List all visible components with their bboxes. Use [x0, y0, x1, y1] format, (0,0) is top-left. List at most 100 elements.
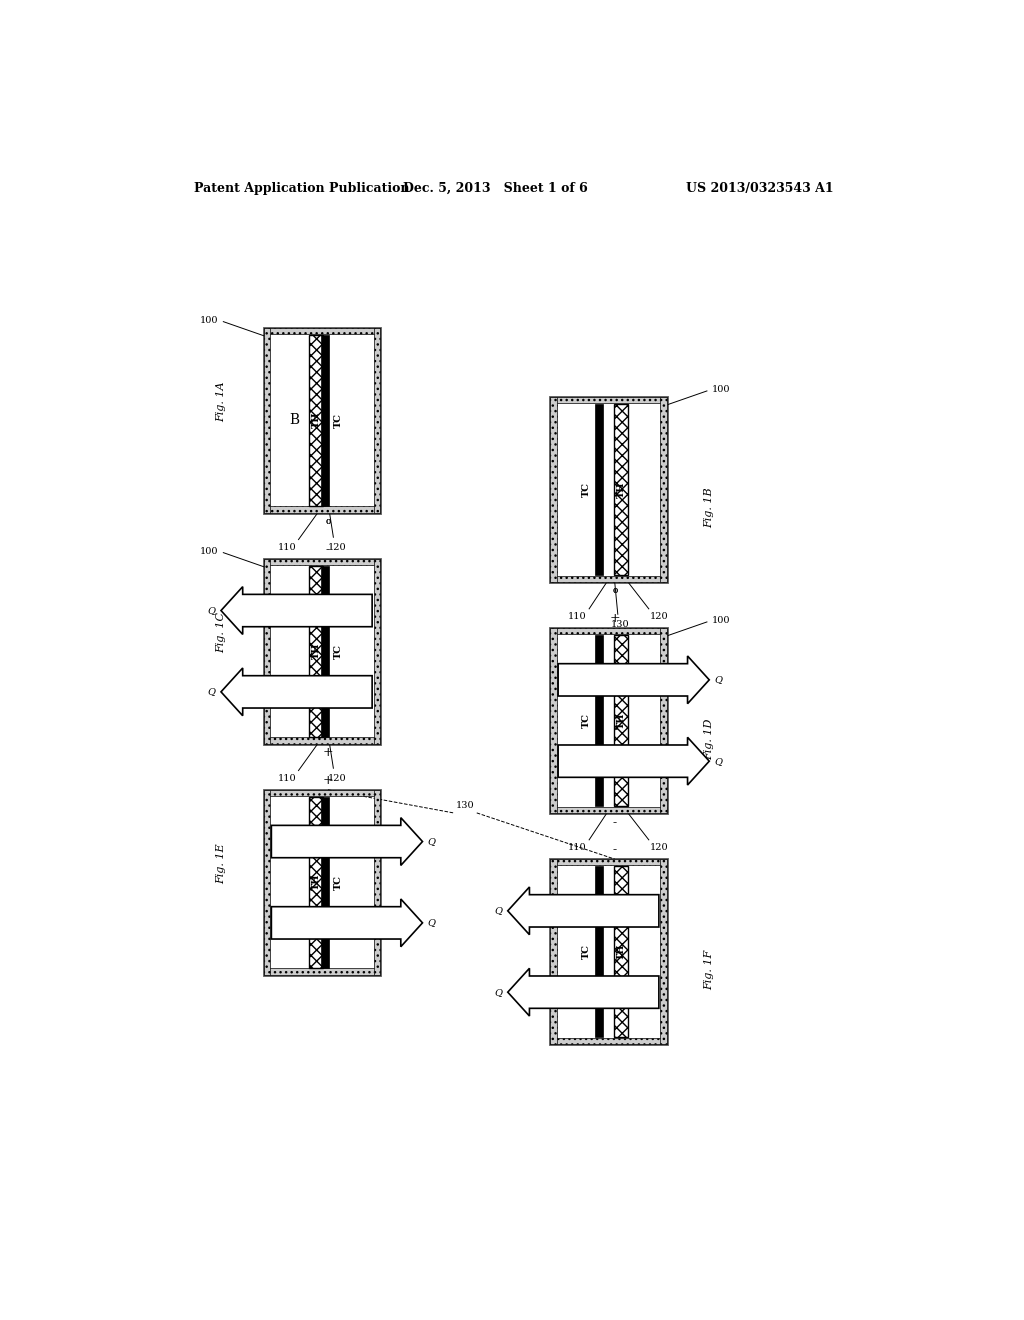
Bar — [614, 404, 628, 576]
Text: Q: Q — [495, 987, 503, 997]
Bar — [550, 807, 667, 813]
Text: Q: Q — [715, 756, 723, 766]
Text: TC: TC — [334, 875, 342, 890]
FancyArrow shape — [508, 887, 658, 935]
Bar — [263, 327, 270, 512]
Text: Q: Q — [715, 676, 723, 684]
Text: Q: Q — [428, 837, 436, 846]
Text: -: - — [612, 843, 616, 857]
Text: -: - — [326, 543, 330, 556]
Bar — [374, 327, 380, 512]
Bar — [263, 738, 380, 743]
FancyArrow shape — [221, 668, 372, 715]
Text: TC: TC — [334, 644, 342, 659]
Bar — [595, 635, 603, 807]
Text: B: B — [290, 413, 300, 428]
Text: 100: 100 — [200, 546, 219, 556]
Text: 100: 100 — [712, 385, 730, 393]
Bar — [321, 566, 329, 737]
Bar — [550, 628, 667, 813]
Bar — [263, 327, 380, 334]
Text: +: + — [323, 774, 333, 787]
Bar — [309, 566, 324, 737]
Bar — [550, 628, 667, 635]
FancyArrow shape — [558, 656, 710, 704]
Text: 110: 110 — [568, 843, 587, 851]
Text: Q: Q — [428, 919, 436, 928]
Bar — [550, 628, 557, 813]
FancyArrow shape — [271, 899, 423, 946]
Text: Q: Q — [208, 606, 216, 615]
Text: 120: 120 — [328, 774, 346, 783]
Text: Fig. 1B: Fig. 1B — [705, 487, 715, 528]
Text: TH: TH — [312, 412, 321, 429]
Bar — [660, 859, 667, 1044]
Text: Q: Q — [495, 907, 503, 915]
Bar — [321, 335, 329, 506]
Text: Fig. 1A: Fig. 1A — [216, 381, 226, 422]
Text: Dec. 5, 2013   Sheet 1 of 6: Dec. 5, 2013 Sheet 1 of 6 — [403, 182, 588, 194]
Text: Fig. 1C: Fig. 1C — [216, 612, 226, 653]
Bar — [263, 969, 380, 974]
Bar — [614, 635, 628, 807]
Bar — [595, 404, 603, 576]
Text: 110: 110 — [568, 612, 587, 620]
Text: TC: TC — [334, 413, 342, 428]
Bar — [263, 789, 380, 796]
FancyArrow shape — [558, 738, 710, 785]
Text: 0: 0 — [326, 517, 331, 525]
Text: 0: 0 — [326, 517, 331, 525]
Bar — [309, 797, 324, 968]
Bar — [550, 397, 667, 404]
Bar — [263, 558, 270, 743]
Bar — [263, 507, 380, 512]
Text: TH: TH — [616, 482, 626, 498]
Bar — [550, 397, 667, 582]
Bar — [550, 1038, 667, 1044]
FancyArrow shape — [508, 969, 658, 1016]
Bar — [660, 397, 667, 582]
Bar — [595, 866, 603, 1038]
Text: 110: 110 — [278, 774, 296, 783]
Bar — [263, 558, 380, 743]
Text: 0: 0 — [612, 587, 617, 595]
Text: TH: TH — [312, 643, 321, 660]
FancyArrow shape — [221, 586, 372, 635]
Text: 120: 120 — [328, 543, 346, 552]
Bar — [614, 866, 628, 1038]
Bar — [550, 859, 557, 1044]
Text: TC: TC — [582, 944, 591, 960]
Text: +: + — [609, 612, 620, 626]
Bar — [660, 628, 667, 813]
Bar — [374, 558, 380, 743]
Text: Patent Application Publication: Patent Application Publication — [194, 182, 410, 194]
Text: Fig. 1F: Fig. 1F — [705, 950, 715, 990]
Bar — [550, 397, 557, 582]
Text: 100: 100 — [200, 315, 219, 325]
Text: 130: 130 — [610, 620, 630, 628]
Text: TC: TC — [582, 713, 591, 729]
Text: 120: 120 — [649, 843, 669, 851]
Bar — [263, 558, 380, 565]
Text: -: - — [612, 816, 616, 829]
Text: TH: TH — [312, 874, 321, 891]
Text: TH: TH — [616, 713, 626, 729]
Text: TC: TC — [582, 482, 591, 498]
Text: 100: 100 — [712, 616, 730, 624]
Bar — [263, 327, 380, 512]
Text: TH: TH — [616, 944, 626, 960]
FancyArrow shape — [271, 817, 423, 866]
Text: Fig. 1D: Fig. 1D — [705, 718, 715, 760]
Bar — [374, 789, 380, 974]
Bar — [263, 789, 270, 974]
Text: 110: 110 — [278, 543, 296, 552]
Bar — [263, 789, 380, 974]
Bar — [550, 859, 667, 1044]
Text: 0: 0 — [612, 587, 617, 595]
Text: Q: Q — [208, 688, 216, 697]
Bar — [309, 335, 324, 506]
Bar — [321, 797, 329, 968]
Text: US 2013/0323543 A1: US 2013/0323543 A1 — [686, 182, 834, 194]
Bar — [550, 576, 667, 582]
Text: Fig. 1E: Fig. 1E — [216, 843, 226, 884]
